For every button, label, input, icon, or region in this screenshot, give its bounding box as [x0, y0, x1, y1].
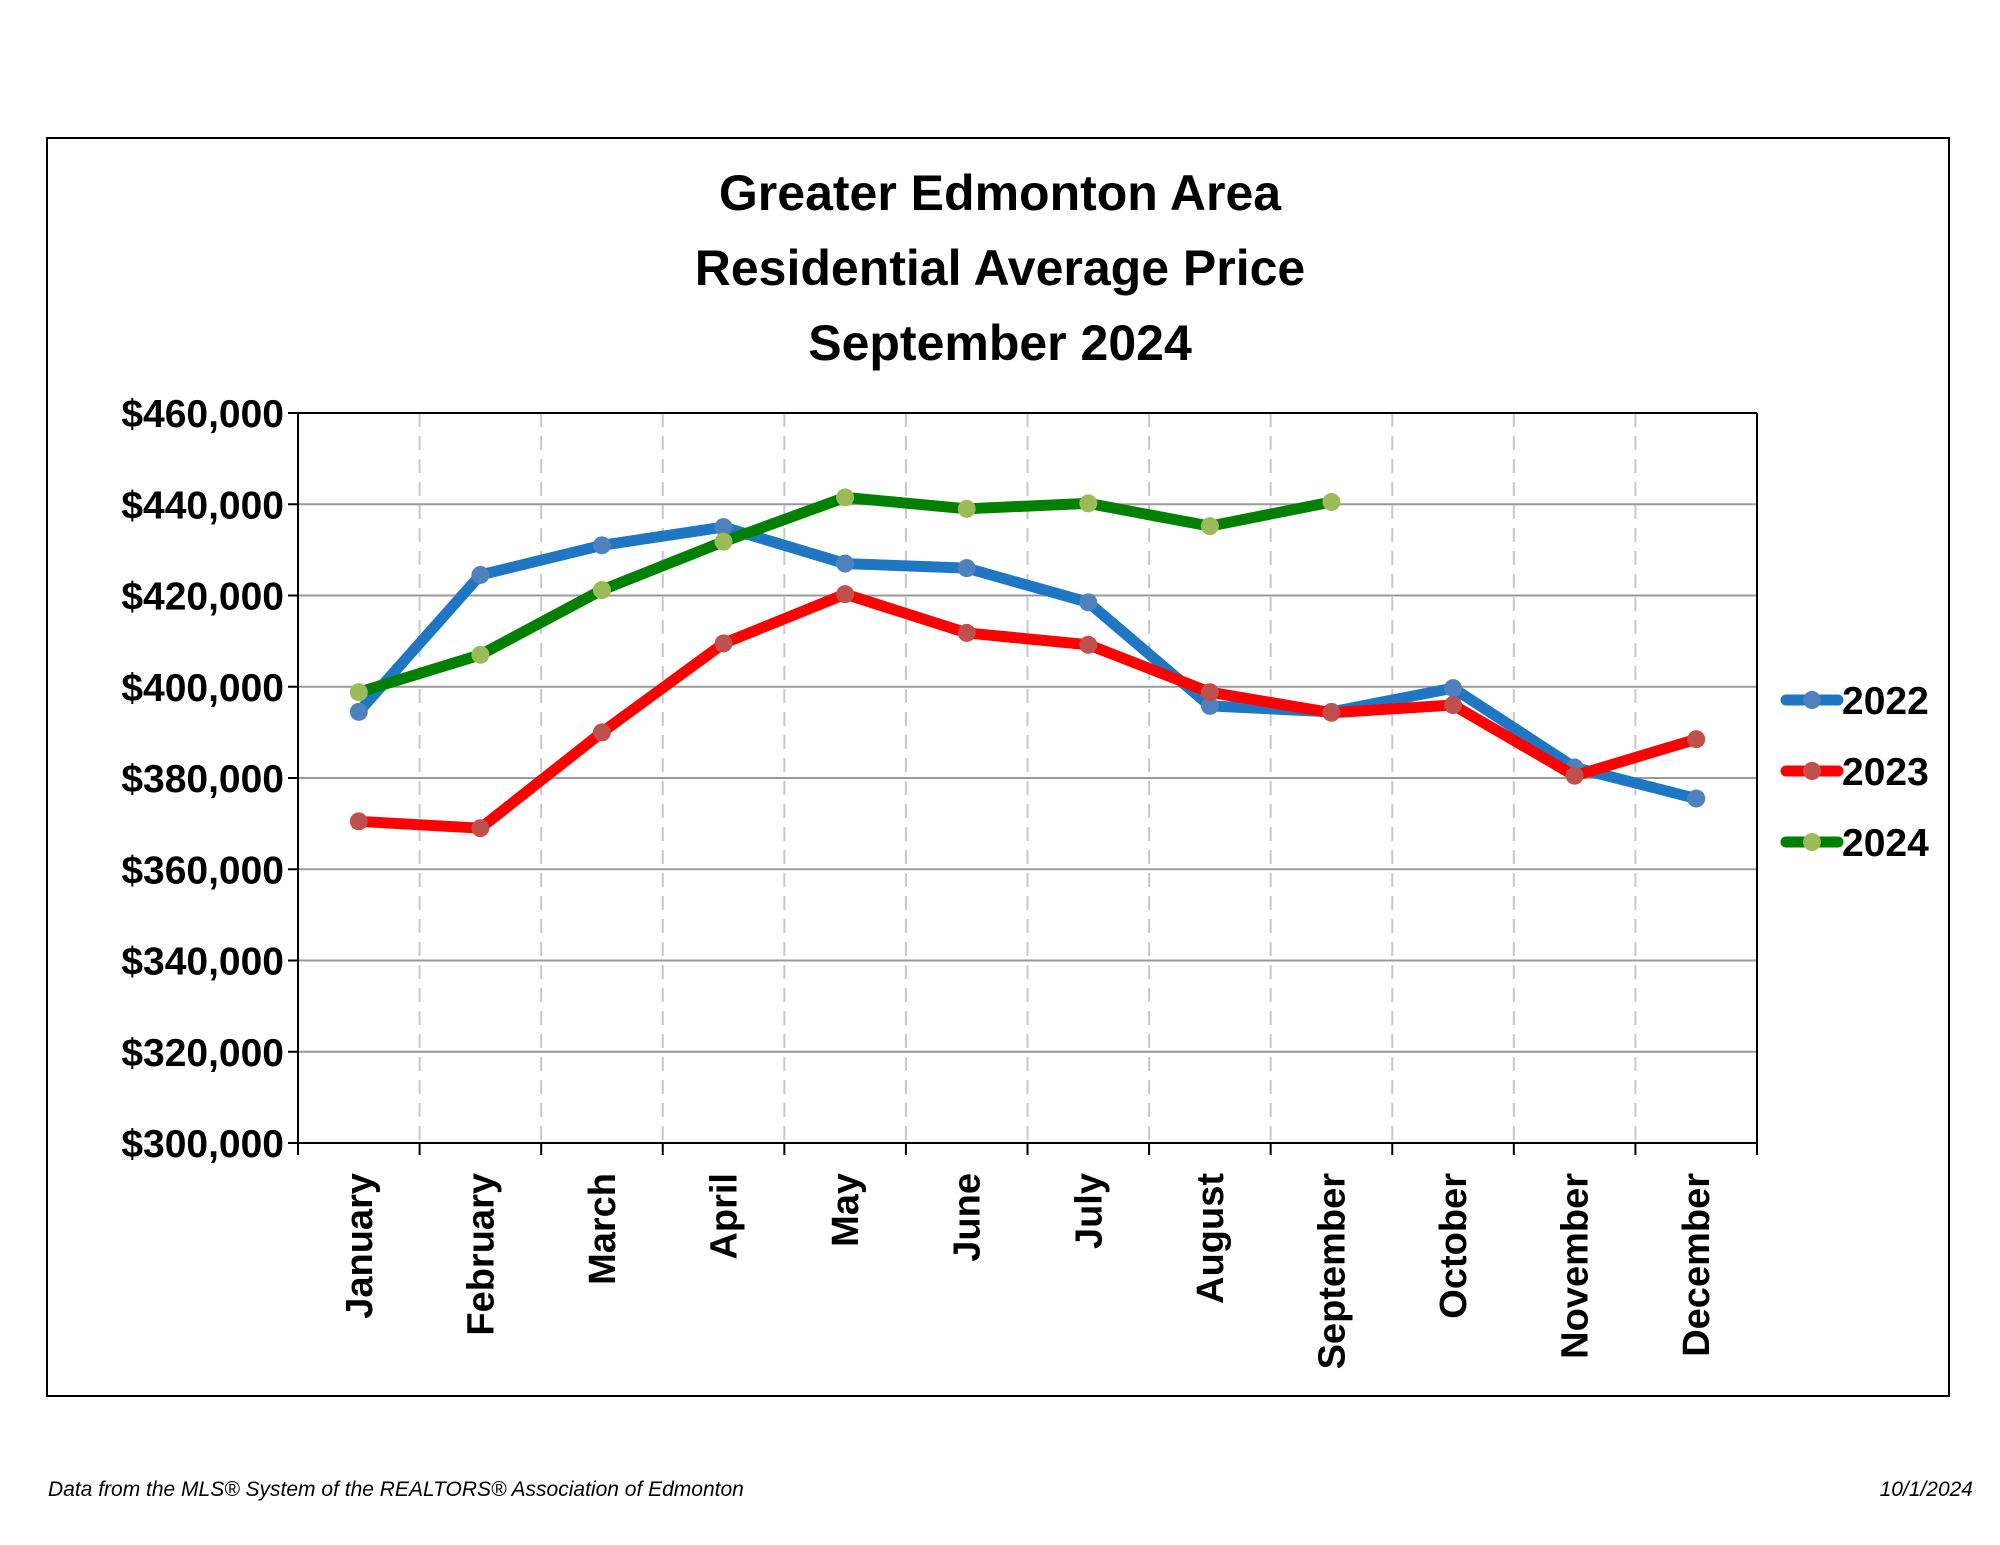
data-point-2024 [957, 499, 976, 518]
data-point-2024 [714, 532, 733, 551]
legend-marker-2024 [1803, 833, 1821, 851]
x-tick-label: March [582, 1173, 624, 1285]
data-point-2023 [1687, 730, 1706, 749]
report-date: 10/1/2024 [1879, 1478, 1973, 1501]
y-tick-label: $380,000 [121, 758, 284, 801]
y-tick-label: $320,000 [121, 1032, 284, 1075]
data-point-2023 [836, 585, 855, 604]
x-tick-label: November [1555, 1173, 1597, 1359]
legend-label-2024: 2024 [1842, 822, 1929, 865]
x-tick-label: May [825, 1173, 867, 1247]
chart-frame [46, 137, 1950, 1397]
data-point-2022 [1444, 679, 1463, 698]
chart-title-line-1: Greater Edmonton Area [718, 165, 1282, 221]
data-point-2022 [957, 559, 976, 578]
data-point-2024 [592, 581, 611, 600]
data-point-2024 [1079, 494, 1098, 513]
data-point-2023 [1444, 696, 1463, 714]
source-note: Data from the MLS® System of the REALTOR… [48, 1478, 744, 1501]
data-point-2023 [1079, 635, 1098, 654]
data-point-2022 [836, 554, 855, 573]
series-line-2023 [353, 588, 1702, 834]
y-tick-label: $360,000 [121, 849, 284, 892]
x-tick-label: October [1433, 1173, 1475, 1319]
legend-marker-2022 [1803, 691, 1821, 709]
y-tick-label: $420,000 [121, 576, 284, 619]
data-point-2023 [471, 819, 490, 838]
series-line-2022 [353, 521, 1702, 805]
data-point-2023 [714, 634, 733, 653]
data-point-2023 [1322, 703, 1341, 722]
data-point-2022 [1200, 696, 1219, 715]
x-tick-label: August [1190, 1173, 1232, 1304]
chart-title-line-3: September 2024 [808, 315, 1192, 371]
data-point-2024 [1322, 492, 1341, 511]
chart-title-line-2: Residential Average Price [694, 240, 1306, 296]
data-point-2022 [349, 702, 368, 721]
data-point-2024 [349, 683, 368, 702]
y-tick-label: $460,000 [121, 393, 284, 436]
data-point-2023 [1200, 683, 1219, 702]
legend-label-2022: 2022 [1842, 680, 1929, 723]
x-tick-label: December [1676, 1173, 1718, 1357]
data-point-2023 [957, 623, 976, 642]
x-tick-label: September [1311, 1173, 1353, 1370]
y-tick-label: $300,000 [121, 1123, 284, 1166]
x-tick-label: January [339, 1173, 381, 1319]
data-point-2022 [1687, 789, 1706, 808]
y-tick-label: $400,000 [121, 667, 284, 710]
data-point-2024 [1200, 517, 1219, 536]
x-tick-label: February [460, 1173, 502, 1336]
data-point-2022 [1079, 593, 1098, 612]
y-tick-label: $340,000 [121, 941, 284, 984]
x-tick-label: July [1068, 1173, 1110, 1249]
y-tick-label: $440,000 [121, 484, 284, 527]
legend-label-2023: 2023 [1842, 751, 1929, 794]
data-point-2023 [349, 812, 368, 831]
data-point-2024 [836, 488, 855, 507]
data-point-2023 [1565, 766, 1584, 785]
data-point-2022 [592, 536, 611, 555]
data-point-2022 [471, 565, 490, 584]
data-point-2023 [592, 723, 611, 742]
data-point-2024 [471, 645, 490, 664]
data-point-2022 [714, 518, 733, 537]
legend-marker-2023 [1803, 762, 1821, 780]
x-tick-label: April [704, 1173, 746, 1260]
x-tick-label: June [947, 1173, 989, 1262]
